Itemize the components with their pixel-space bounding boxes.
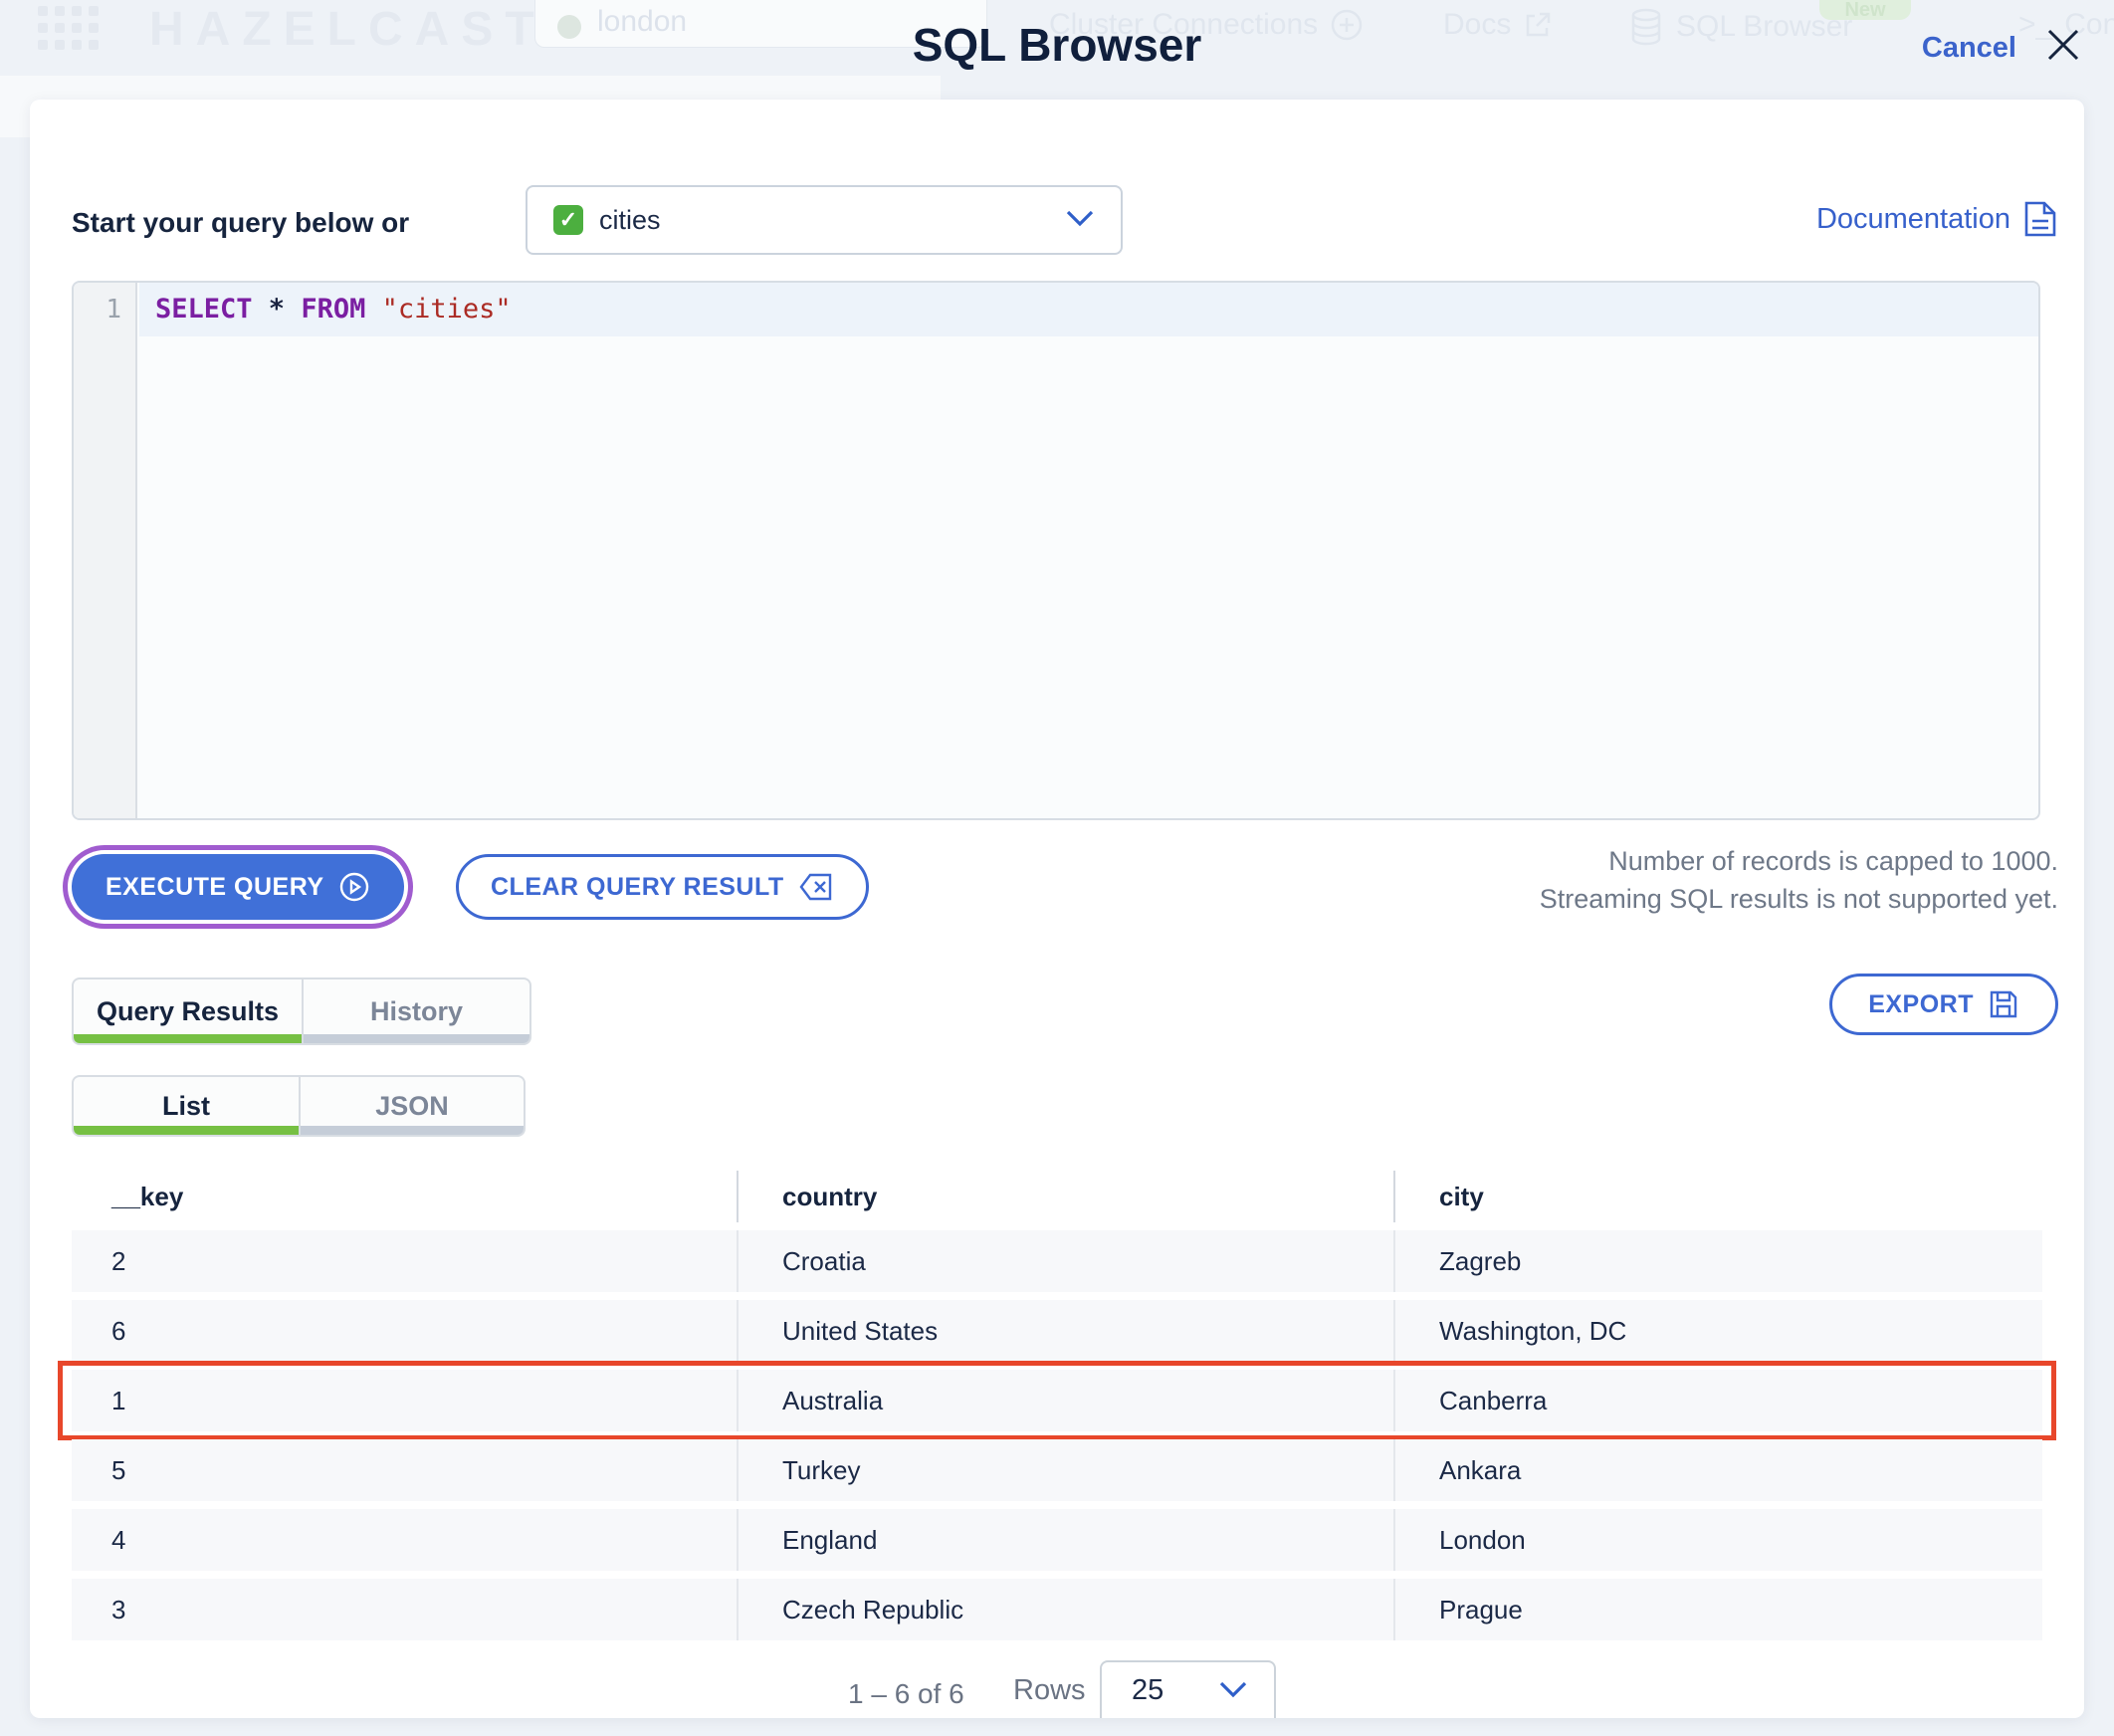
table-row[interactable]: 3 Czech Republic Prague — [72, 1579, 2042, 1640]
sql-browser-modal: Start your query below or ✓ cities Docum… — [30, 100, 2084, 1718]
editor-code-area: SELECT * FROM "cities" — [139, 283, 2038, 336]
sql-string: "cities" — [381, 294, 512, 325]
tab-history-label: History — [369, 995, 464, 1026]
cluster-name: london — [597, 5, 688, 38]
query-prompt-label: Start your query below or — [72, 207, 410, 238]
tab-history[interactable]: History — [302, 979, 529, 1043]
line-number: 1 — [106, 295, 121, 325]
sql-keyword: FROM — [301, 294, 382, 325]
documentation-label: Documentation — [1815, 202, 2010, 235]
tab-json-label: JSON — [375, 1090, 449, 1121]
table-row[interactable]: 4 England London — [72, 1509, 2042, 1571]
cell-country: Croatia — [737, 1230, 1393, 1292]
cell-city: Zagreb — [1393, 1230, 2042, 1292]
page-title: SQL Browser — [912, 19, 1202, 71]
cell-country: Turkey — [737, 1439, 1393, 1501]
cell-country: United States — [737, 1300, 1393, 1362]
pagination-range: 1 – 6 of 6 — [848, 1678, 964, 1709]
tab-list-label: List — [161, 1090, 210, 1121]
clear-query-result-label: CLEAR QUERY RESULT — [491, 872, 784, 901]
cell-key: 1 — [111, 1385, 126, 1415]
hazelcast-wordmark: HAZELCAST — [149, 3, 546, 56]
execute-query-label: EXECUTE QUERY — [106, 872, 324, 901]
selected-map-name: cities — [599, 204, 661, 235]
save-floppy-icon — [1990, 990, 2017, 1018]
tab-active-indicator — [74, 1034, 302, 1043]
map-check-icon: ✓ — [553, 205, 583, 235]
cancel-button[interactable]: Cancel — [1921, 32, 2016, 64]
documentation-link[interactable]: Documentation — [1816, 199, 2058, 239]
clear-query-result-button[interactable]: CLEAR QUERY RESULT — [456, 854, 869, 920]
document-icon — [2024, 201, 2056, 237]
cell-city: London — [1393, 1509, 2042, 1571]
export-label: EXPORT — [1868, 989, 1974, 1018]
chevron-down-icon — [1065, 208, 1095, 233]
nav-docs: Docs — [1443, 8, 1553, 42]
cluster-status-icon — [557, 15, 581, 39]
rows-per-page-dropdown[interactable]: 25 — [1100, 1660, 1276, 1718]
cell-city: Canberra — [1393, 1370, 2042, 1431]
results-tabs: Query Results History — [72, 977, 531, 1045]
sql-operator: * — [268, 294, 302, 325]
cell-city: Ankara — [1393, 1439, 2042, 1501]
records-cap-line1: Number of records is capped to 1000. — [1608, 846, 2058, 876]
hazelcast-logo-mark-icon — [38, 6, 99, 50]
tab-inactive-indicator — [301, 1126, 524, 1135]
sql-keyword: SELECT — [155, 294, 269, 325]
cell-city: Washington, DC — [1393, 1300, 2042, 1362]
new-badge: New — [1819, 0, 1911, 21]
execute-query-button[interactable]: EXECUTE QUERY — [72, 854, 404, 920]
export-button[interactable]: EXPORT — [1829, 974, 2058, 1035]
clear-backspace-icon — [799, 873, 831, 901]
plus-circle-icon — [1331, 9, 1363, 41]
column-header-country: country — [737, 1171, 1393, 1222]
chevron-down-icon — [1218, 1674, 1248, 1707]
rows-per-page-value: 25 — [1132, 1673, 1164, 1706]
tab-active-indicator — [74, 1126, 299, 1135]
table-row[interactable]: 5 Turkey Ankara — [72, 1439, 2042, 1501]
column-header-key: __key — [111, 1181, 184, 1211]
nav-docs-label: Docs — [1443, 8, 1512, 41]
table-row[interactable]: 2 Croatia Zagreb — [72, 1230, 2042, 1292]
view-tabs: List JSON — [72, 1075, 526, 1137]
cell-key: 4 — [111, 1524, 126, 1555]
table-row-highlighted[interactable]: 1 Australia Canberra — [58, 1361, 2056, 1440]
tab-query-results[interactable]: Query Results — [74, 979, 302, 1043]
cell-key: 5 — [111, 1454, 126, 1485]
external-link-icon — [1527, 12, 1551, 37]
map-select-dropdown[interactable]: ✓ cities — [526, 185, 1123, 255]
editor-gutter: 1 — [74, 283, 137, 818]
nav-cluster-connections-label: Cluster Connections — [1049, 8, 1319, 41]
records-cap-line2: Streaming SQL results is not supported y… — [1539, 884, 2058, 914]
table-row[interactable]: 6 United States Washington, DC — [72, 1300, 2042, 1362]
nav-cluster-connections: Cluster Connections — [1049, 8, 1364, 42]
tab-query-results-label: Query Results — [96, 995, 280, 1026]
console-prompt-icon: >_ — [2018, 8, 2053, 41]
close-icon[interactable] — [2042, 24, 2084, 66]
column-header-city: city — [1393, 1171, 2042, 1222]
table-header: __key country city — [72, 1171, 2042, 1222]
cell-country: England — [737, 1509, 1393, 1571]
cell-country: Czech Republic — [737, 1579, 1393, 1640]
rows-per-page-label: Rows — [1013, 1674, 1086, 1706]
records-cap-note: Number of records is capped to 1000. Str… — [1540, 842, 2058, 918]
play-circle-icon — [339, 872, 368, 902]
cell-key: 6 — [111, 1315, 126, 1346]
tab-json[interactable]: JSON — [299, 1077, 524, 1135]
cell-country: Australia — [737, 1370, 1393, 1431]
cluster-selector: london — [534, 0, 987, 48]
cell-key: 2 — [111, 1245, 126, 1276]
tab-inactive-indicator — [304, 1034, 529, 1043]
sql-statement: SELECT * FROM "cities" — [139, 283, 2038, 336]
database-icon — [1631, 8, 1661, 46]
cell-key: 3 — [111, 1594, 126, 1625]
table-body: 2 Croatia Zagreb 6 United States Washing… — [30, 1230, 2084, 1648]
sql-editor[interactable]: 1 SELECT * FROM "cities" — [72, 281, 2040, 820]
tab-list[interactable]: List — [74, 1077, 299, 1135]
cell-city: Prague — [1393, 1579, 2042, 1640]
